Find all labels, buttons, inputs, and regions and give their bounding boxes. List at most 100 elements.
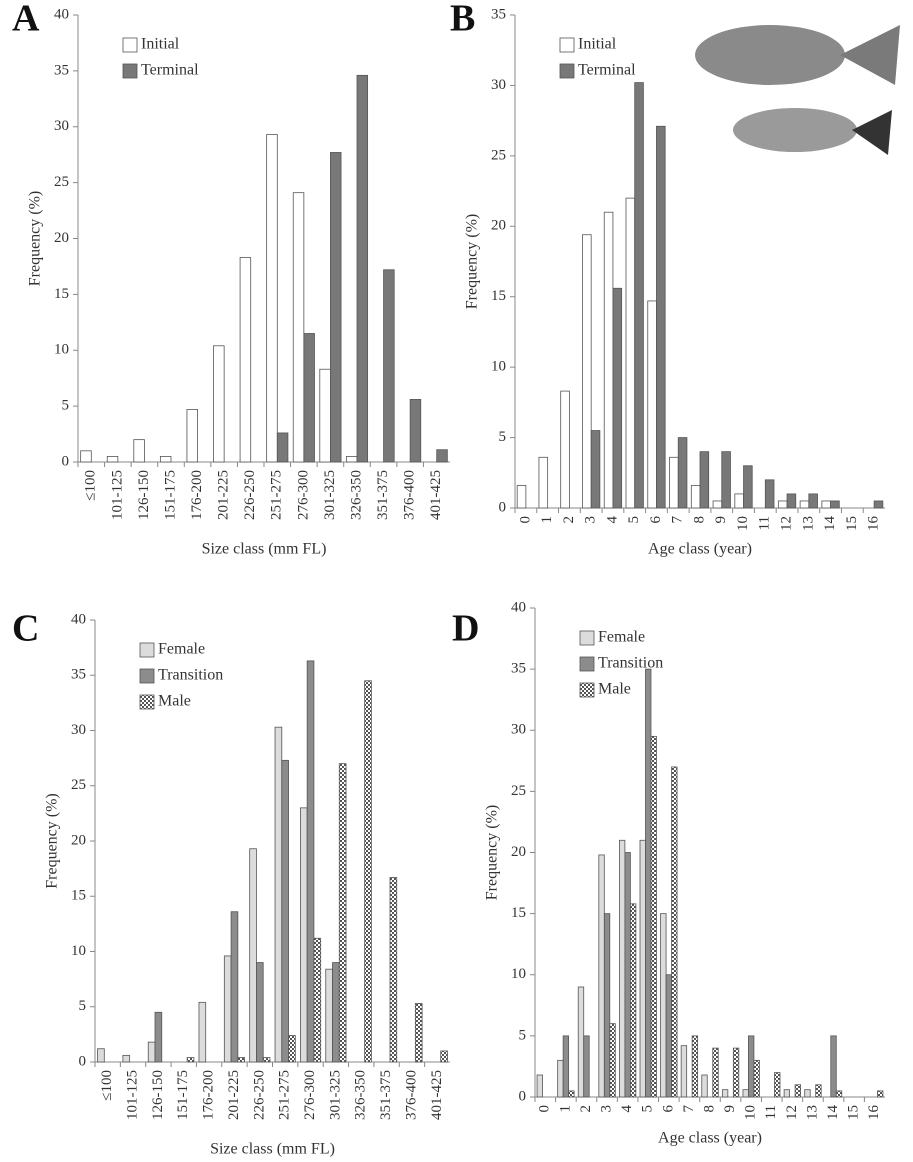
bar xyxy=(186,409,198,463)
bar xyxy=(691,1035,699,1098)
legend-swatch xyxy=(122,37,138,53)
x-tick-label: 7 xyxy=(670,516,686,524)
x-tick-label: 13 xyxy=(804,1105,820,1120)
y-tick-label: 30 xyxy=(54,118,69,134)
y-tick-label: 5 xyxy=(79,998,87,1014)
bar xyxy=(743,465,753,509)
bar xyxy=(159,456,172,463)
x-tick-label: 351-375 xyxy=(378,1070,394,1120)
bar xyxy=(97,1048,105,1063)
x-tick-label: 5 xyxy=(626,516,642,524)
x-tick-label: 3 xyxy=(598,1105,614,1113)
legend-label: Transition xyxy=(158,667,223,684)
x-tick-label: 11 xyxy=(757,516,773,530)
x-tick-label: ≤100 xyxy=(99,1070,115,1101)
x-tick-label: 9 xyxy=(713,516,729,524)
x-tick-label: 10 xyxy=(743,1105,759,1120)
y-tick-label: 35 xyxy=(491,6,506,22)
y-tick-label: 15 xyxy=(511,905,526,921)
x-tick-label: 376-400 xyxy=(402,470,418,520)
y-tick-label: 25 xyxy=(491,147,506,163)
y-axis-label: Frequency (%) xyxy=(484,805,501,901)
y-tick-label: 25 xyxy=(71,777,86,793)
y-tick-label: 10 xyxy=(491,359,506,375)
x-tick-label: ≤100 xyxy=(83,470,99,501)
bar xyxy=(292,192,305,463)
bar xyxy=(299,807,308,1063)
bar xyxy=(356,74,369,463)
x-tick-label: 251-275 xyxy=(269,470,285,520)
y-axis-label: Frequency (%) xyxy=(44,793,61,889)
x-tick-label: 0 xyxy=(537,1105,553,1113)
bar xyxy=(213,345,225,463)
bar xyxy=(634,82,644,509)
legend-label: Initial xyxy=(578,36,617,53)
bar xyxy=(777,500,788,509)
y-tick-label: 20 xyxy=(511,844,526,860)
y-tick-label: 40 xyxy=(511,599,526,615)
x-tick-label: 14 xyxy=(822,516,838,532)
bar xyxy=(345,456,358,463)
bar xyxy=(712,500,723,509)
x-tick-label: 2 xyxy=(561,516,577,524)
bar xyxy=(237,1057,246,1063)
bar xyxy=(619,839,626,1098)
bar xyxy=(753,1059,760,1098)
bar xyxy=(650,735,657,1098)
bar xyxy=(568,1090,575,1098)
bar xyxy=(639,839,646,1098)
legend-swatch xyxy=(139,668,155,684)
legend-label: Female xyxy=(158,641,205,658)
bar xyxy=(557,1059,564,1098)
bar xyxy=(665,974,672,1098)
bar xyxy=(276,432,289,463)
bar xyxy=(338,763,347,1063)
legend-swatch xyxy=(122,63,138,79)
fish-illustration xyxy=(695,25,900,155)
legend-swatch xyxy=(139,642,155,658)
x-tick-label: 326-350 xyxy=(353,1070,369,1120)
y-tick-label: 20 xyxy=(54,230,69,246)
bar xyxy=(786,493,797,509)
x-tick-label: 226-250 xyxy=(251,1070,267,1120)
bar xyxy=(198,1001,207,1063)
bar xyxy=(624,852,631,1098)
legend-label: Terminal xyxy=(578,62,636,79)
bar xyxy=(383,269,395,463)
bar xyxy=(721,451,731,509)
bar xyxy=(288,1035,296,1063)
x-tick-label: 351-375 xyxy=(375,470,391,520)
y-tick-label: 40 xyxy=(71,611,86,627)
x-tick-label: 9 xyxy=(722,1105,738,1113)
bar xyxy=(732,1047,740,1098)
x-axis-label: Size class (mm FL) xyxy=(202,541,327,558)
y-tick-label: 15 xyxy=(54,286,69,302)
x-tick-label: 376-400 xyxy=(403,1070,419,1120)
y-tick-label: 15 xyxy=(491,288,506,304)
bar xyxy=(603,913,611,1098)
bar xyxy=(794,1084,801,1098)
bar xyxy=(414,1003,423,1063)
bar xyxy=(154,1011,163,1063)
bar xyxy=(330,152,342,463)
x-tick-label: 276-300 xyxy=(302,1070,318,1120)
x-tick-label: 10 xyxy=(735,516,751,531)
bar xyxy=(230,911,239,1063)
x-tick-label: 8 xyxy=(691,516,707,524)
bar xyxy=(690,485,701,509)
bar xyxy=(808,493,818,509)
bar xyxy=(721,1089,729,1098)
bar xyxy=(647,300,657,509)
x-tick-label: 251-275 xyxy=(277,1070,293,1120)
bar xyxy=(332,962,340,1063)
bar xyxy=(774,1072,781,1098)
bar xyxy=(440,1050,448,1063)
bar xyxy=(147,1041,156,1063)
bar xyxy=(133,439,145,463)
x-tick-label: 14 xyxy=(825,1105,841,1121)
legend-label: Initial xyxy=(141,36,180,53)
bar xyxy=(830,1035,837,1098)
x-tick-label: 7 xyxy=(681,1105,697,1113)
bar xyxy=(562,1035,570,1098)
bar xyxy=(677,437,688,509)
